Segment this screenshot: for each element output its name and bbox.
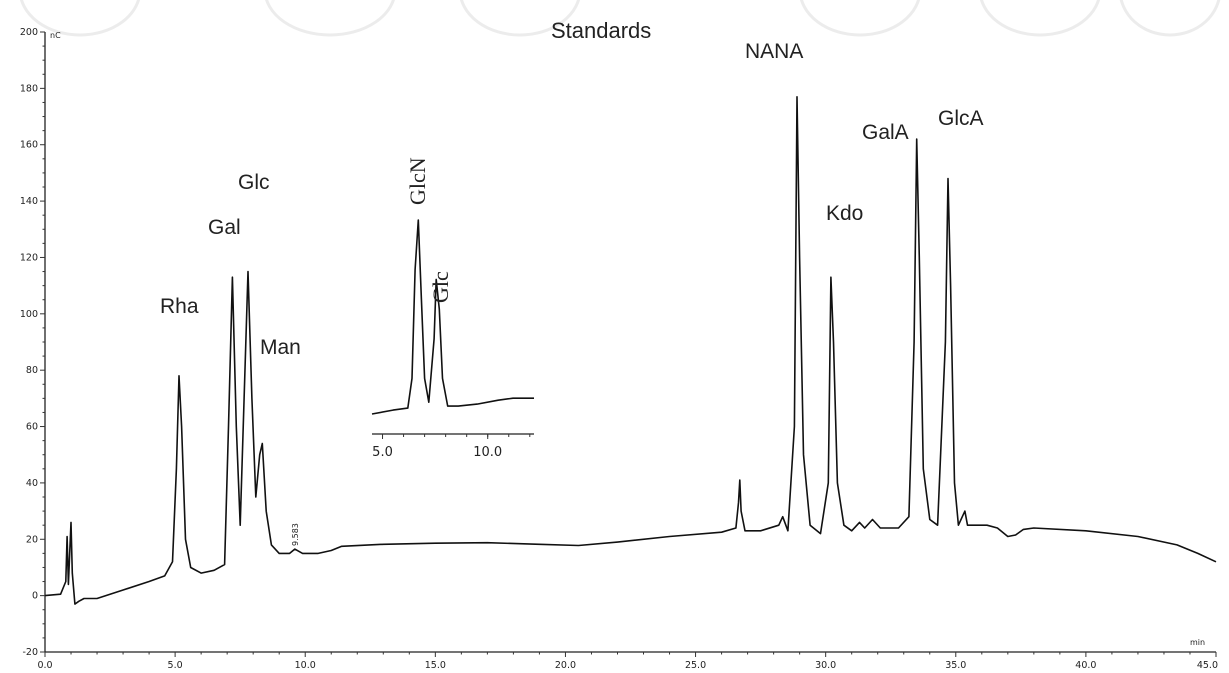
x-tick-label: 10.0 bbox=[295, 660, 316, 671]
y-tick-label: 140 bbox=[20, 196, 38, 207]
x-tick-label: 45.0 bbox=[1197, 660, 1218, 671]
peak-label-gal: Gal bbox=[208, 216, 241, 239]
chromatogram-trace bbox=[44, 96, 1217, 605]
peak-label-nana: NANA bbox=[745, 40, 803, 63]
inset-x-tick-label: 5.0 bbox=[372, 445, 393, 460]
y-tick-label: 160 bbox=[20, 140, 38, 151]
inset-label-glcn: GlcN bbox=[405, 157, 430, 205]
x-axis-label: min bbox=[1190, 638, 1205, 647]
y-tick-label: 100 bbox=[20, 309, 38, 320]
peak-label-glc: Glc bbox=[238, 171, 270, 194]
watermark-background bbox=[19, 0, 1221, 37]
y-tick-label: 20 bbox=[26, 534, 38, 545]
x-tick-label: 20.0 bbox=[555, 660, 576, 671]
peak-label-glca: GlcA bbox=[938, 107, 984, 130]
chart-title: Standards bbox=[551, 18, 651, 43]
x-tick-label: 35.0 bbox=[945, 660, 966, 671]
inset-x-tick-label: 10.0 bbox=[473, 445, 502, 460]
peak-label-gala: GalA bbox=[862, 121, 909, 144]
y-unit-label: nC bbox=[50, 31, 61, 40]
peak-label-kdo: Kdo bbox=[826, 202, 863, 225]
inset-label-glc: Glc bbox=[428, 271, 453, 303]
inset-x-ticks: 5.0 10.0 bbox=[372, 434, 531, 460]
x-tick-label: 40.0 bbox=[1075, 660, 1096, 671]
y-tick-label: 40 bbox=[26, 478, 38, 489]
y-tick-label: 60 bbox=[26, 422, 38, 433]
y-tick-label: 180 bbox=[20, 83, 38, 94]
y-axis-ticks: -20 0 20 40 60 80 100 120 140 160 180 200 bbox=[20, 27, 45, 658]
peak-label-rha: Rha bbox=[160, 295, 199, 318]
x-tick-label: 0.0 bbox=[37, 660, 52, 671]
y-tick-label: 0 bbox=[32, 591, 38, 602]
inset-trace bbox=[371, 219, 534, 415]
x-tick-label: 25.0 bbox=[685, 660, 706, 671]
inset-chart: 5.0 10.0 GlcN Glc bbox=[371, 157, 534, 460]
x-tick-label: 5.0 bbox=[168, 660, 183, 671]
peak-label-man: Man bbox=[260, 336, 301, 359]
y-tick-label: 120 bbox=[20, 252, 38, 263]
y-tick-label: 200 bbox=[20, 27, 38, 38]
y-tick-label: 80 bbox=[26, 365, 38, 376]
x-tick-label: 15.0 bbox=[425, 660, 446, 671]
x-axis-ticks: 0.0 5.0 10.0 15.0 20.0 25.0 30.0 35.0 40.0 45.0 bbox=[37, 652, 1218, 671]
minor-peak-annotation: 9.583 bbox=[291, 523, 300, 546]
y-tick-label: -20 bbox=[22, 647, 38, 658]
x-tick-label: 30.0 bbox=[815, 660, 836, 671]
